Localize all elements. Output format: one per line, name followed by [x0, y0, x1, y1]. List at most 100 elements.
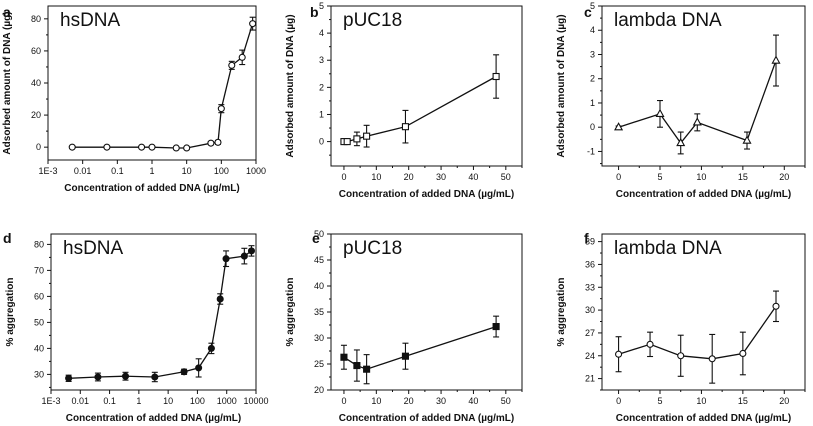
y-tick-label: 60: [31, 46, 41, 56]
data-point: [655, 108, 665, 118]
y-tick-label: 2: [319, 82, 324, 92]
y-tick-label: 5: [590, 1, 595, 11]
y-tick-label: 0: [319, 137, 324, 147]
x-tick-label: 10: [371, 172, 381, 182]
y-tick-label: 30: [314, 333, 324, 343]
y-tick-label: 1: [319, 109, 324, 119]
data-point: [195, 364, 203, 372]
series-line: [618, 305, 777, 360]
y-tick-label: 45: [314, 255, 324, 265]
y-tick-label: 60: [34, 291, 44, 301]
y-tick-label: 40: [314, 281, 324, 291]
data-point: [121, 372, 130, 380]
y-tick-label: -1: [587, 146, 595, 156]
x-tick-label: 5: [657, 172, 662, 182]
y-tick-label: 3: [319, 55, 324, 65]
data-point: [148, 143, 156, 151]
data-point: [363, 365, 371, 373]
x-tick-label: 20: [404, 172, 414, 182]
plot-frame: [601, 233, 806, 391]
data-point: [207, 139, 215, 147]
y-tick-label: 30: [34, 369, 44, 379]
y-tick-label: 2: [590, 74, 595, 84]
panel-title: pUC18: [343, 238, 402, 259]
data-point: [180, 368, 188, 376]
y-tick-label: 24: [585, 351, 595, 361]
data-point: [247, 247, 256, 255]
y-tick-label: 5: [319, 1, 324, 11]
x-tick-label: 100: [214, 166, 229, 176]
x-tick-label: 40: [468, 172, 478, 182]
y-tick-label: 4: [590, 25, 595, 35]
data-point: [138, 143, 146, 151]
x-tick-label: 100: [190, 396, 205, 406]
series-line: [618, 60, 777, 145]
x-tick-label: 10: [696, 396, 706, 406]
data-point: [214, 138, 222, 146]
data-point: [677, 352, 685, 360]
data-point: [739, 349, 747, 358]
data-point: [238, 53, 246, 61]
y-axis-label: Adsorbed amount of DNA (µg): [556, 14, 567, 157]
y-tick-label: 33: [585, 282, 595, 292]
x-tick-label: 5: [657, 396, 662, 406]
data-point: [240, 252, 248, 260]
data-point: [353, 135, 361, 143]
panel-title: hsDNA: [63, 238, 124, 259]
x-tick-label: 0: [616, 172, 621, 182]
series-line: [72, 23, 254, 149]
y-tick-label: 20: [314, 385, 324, 395]
x-tick-label: 0: [341, 396, 346, 406]
x-axis-label: Concentration of added DNA (µg/mL): [616, 189, 791, 200]
x-tick-label: 1000: [246, 166, 266, 176]
y-tick-label: 39: [585, 237, 595, 247]
y-axis-label: % aggregation: [285, 278, 296, 347]
panel-letter: b: [310, 4, 319, 20]
x-tick-label: 0.1: [111, 166, 124, 176]
data-point: [151, 373, 159, 381]
x-axis-label: Concentration of added DNA (µg/mL): [339, 189, 514, 200]
x-tick-label: 20: [779, 396, 789, 406]
data-point: [216, 295, 224, 303]
panel-title: hsDNA: [60, 10, 121, 31]
data-point: [708, 355, 716, 363]
x-tick-label: 15: [738, 172, 748, 182]
data-point: [353, 362, 361, 370]
y-tick-label: 50: [34, 317, 44, 327]
x-tick-label: 0.01: [74, 166, 92, 176]
x-tick-label: 40: [468, 396, 478, 406]
y-tick-label: 36: [585, 259, 595, 269]
panel-letter: c: [584, 4, 592, 20]
data-point: [676, 137, 686, 147]
x-tick-label: 50: [501, 396, 511, 406]
data-point: [183, 144, 191, 152]
x-tick-label: 0.1: [103, 396, 116, 406]
x-tick-label: 50: [501, 172, 511, 182]
x-axis-label: Concentration of added DNA (µg/mL): [339, 413, 514, 424]
panel-title: lambda DNA: [614, 238, 722, 259]
data-point: [228, 61, 236, 69]
data-point: [103, 143, 111, 151]
panel-e: 0 10 20 30 40 50 20 25 30 35 40 45 50 Concentration o…: [285, 229, 523, 424]
data-point: [742, 135, 752, 144]
y-tick-label: 4: [319, 28, 324, 38]
data-point: [340, 353, 348, 361]
plot-frame: [601, 5, 806, 167]
x-tick-label: 1: [136, 396, 141, 406]
x-tick-label: 0.01: [72, 396, 90, 406]
data-point: [692, 117, 702, 126]
x-axis-label: Concentration of added DNA (µg/mL): [616, 413, 791, 424]
y-tick-label: 0: [590, 122, 595, 132]
y-tick-label: 0: [36, 142, 41, 152]
y-tick-label: 70: [34, 265, 44, 275]
data-point: [65, 374, 73, 382]
panel-letter: e: [312, 230, 320, 246]
data-point: [172, 144, 180, 152]
x-tick-label: 15: [738, 396, 748, 406]
x-tick-label: 10: [696, 172, 706, 182]
y-tick-label: 25: [314, 359, 324, 369]
y-tick-label: 21: [585, 374, 595, 384]
x-axis-label: Concentration of added DNA (µg/mL): [64, 183, 239, 194]
x-tick-label: 1E-3: [38, 166, 57, 176]
